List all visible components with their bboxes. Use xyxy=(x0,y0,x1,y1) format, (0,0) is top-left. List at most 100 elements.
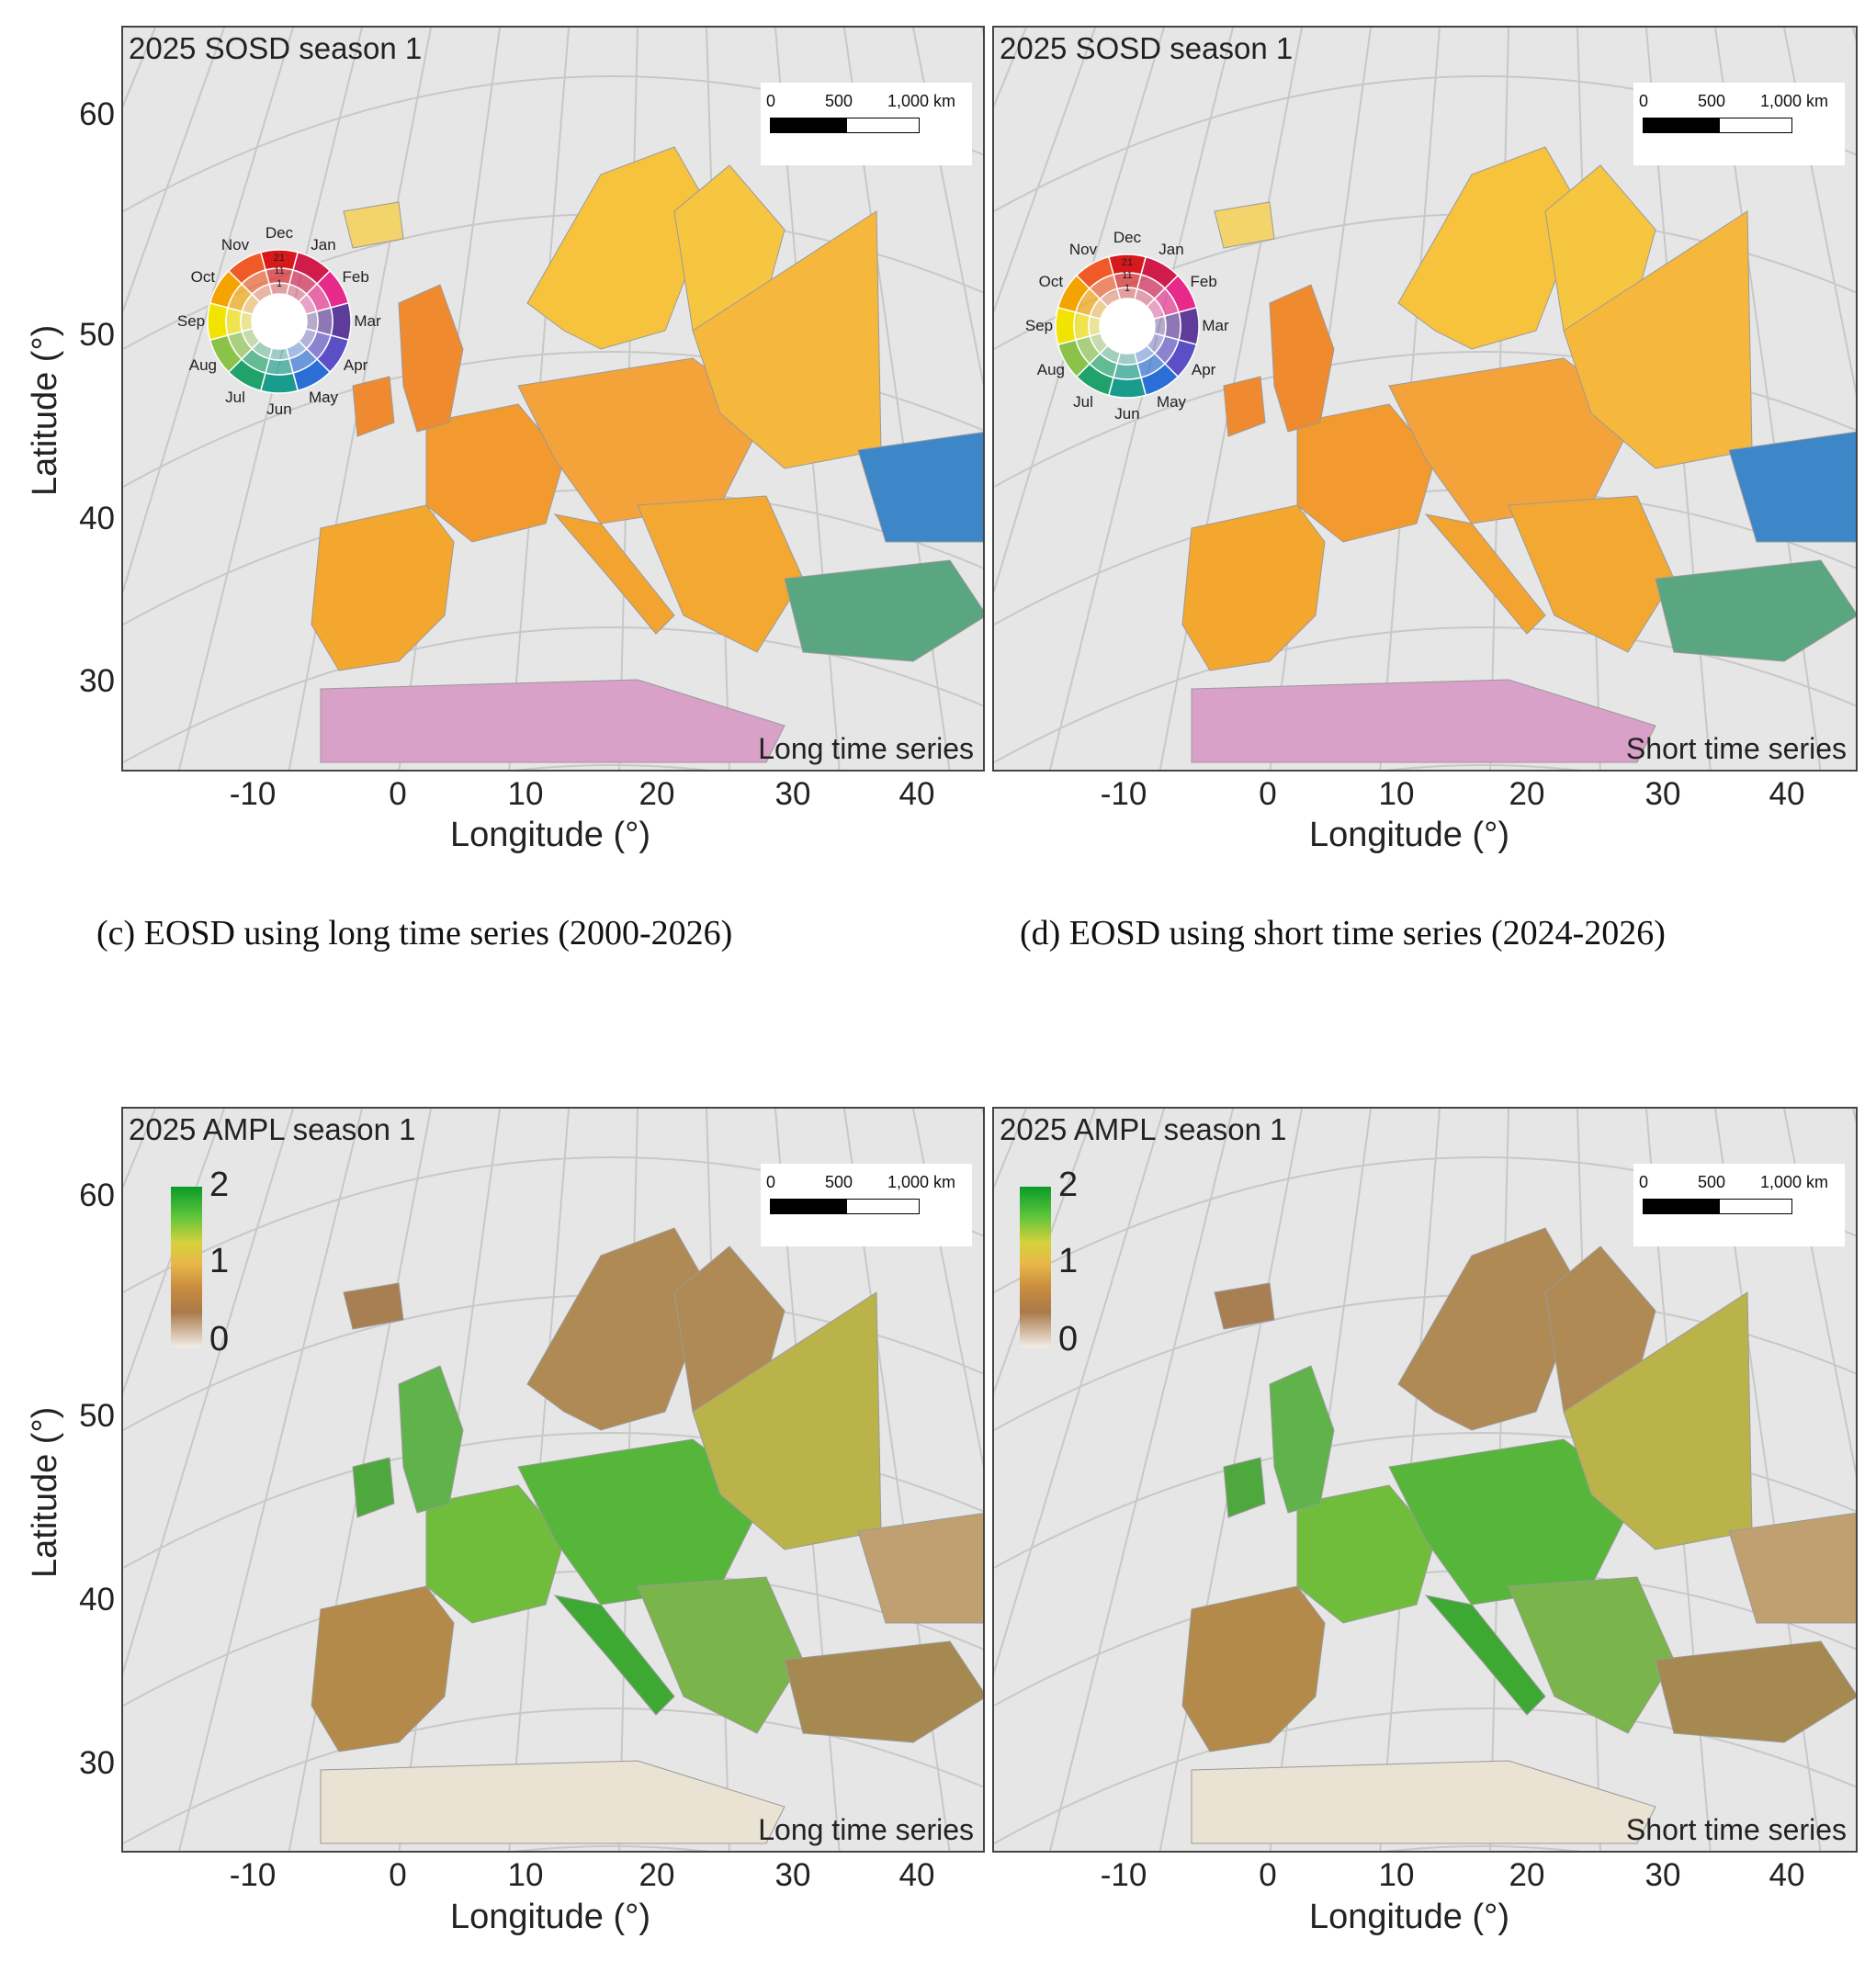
scale-label-0: 0 xyxy=(766,1173,776,1191)
scale-label-0: 0 xyxy=(1639,1173,1649,1191)
scale-label-500: 500 xyxy=(1698,92,1726,110)
land-region-iceland xyxy=(343,201,404,249)
season-wheel-legend: 21 11 1 Dec Jan Feb Mar Apr May Jun Jul Aug Sep Oct No… xyxy=(1022,220,1233,432)
xtick: 40 xyxy=(1769,1857,1805,1893)
wheel-ring-label: 11 xyxy=(274,265,284,276)
scale-label-1000: 1,000 km xyxy=(1760,92,1829,110)
ytick-60: 60 xyxy=(79,1178,115,1213)
wheel-month-label: Apr xyxy=(343,356,368,374)
xtick: 30 xyxy=(1644,776,1681,812)
land-region-northafrica xyxy=(320,679,785,763)
land-region-iberia xyxy=(311,504,455,671)
land-region-turkey xyxy=(784,1640,983,1743)
season-wheel-legend: 21 11 1 Dec Jan Feb Mar Apr May Jun Jul Aug Sep Oct No… xyxy=(174,216,385,427)
scale-bar-black xyxy=(770,1199,847,1214)
wheel-ring-label: 1 xyxy=(277,278,282,289)
land-region-iceland xyxy=(343,1282,404,1330)
land-region-iceland xyxy=(1214,1282,1275,1330)
ylabel-bottom: Latitude (°) xyxy=(26,1406,64,1578)
graticule-meridian xyxy=(123,1109,294,1675)
xlabel-bottom-right: Longitude (°) xyxy=(1309,1898,1509,1936)
wheel-month-label: Mar xyxy=(354,312,381,330)
xtick: 30 xyxy=(1644,1857,1681,1893)
panel-title: 2025 AMPL season 1 xyxy=(1000,1112,1287,1146)
wheel-segment-sep xyxy=(225,307,243,336)
land-region-eastern xyxy=(692,210,882,469)
wheel-month-label: Aug xyxy=(1036,361,1065,378)
land-region-turkey xyxy=(1655,559,1856,662)
ampl-colorbar xyxy=(1020,1187,1051,1347)
ytick-40: 40 xyxy=(79,501,115,536)
land-region-uk xyxy=(398,1365,464,1514)
wheel-month-label: Apr xyxy=(1191,361,1216,378)
xtick: 10 xyxy=(1378,1857,1415,1893)
land-region-uk xyxy=(1269,284,1335,433)
ytick-40: 40 xyxy=(79,1582,115,1617)
land-region-uk xyxy=(1269,1365,1335,1514)
colorbar-tick-1: 1 xyxy=(209,1242,230,1280)
xtick: 20 xyxy=(1509,776,1545,812)
xtick: 20 xyxy=(639,1857,675,1893)
scale-label-1000: 1,000 km xyxy=(1760,1173,1829,1191)
wheel-segment-jun xyxy=(259,372,299,394)
graticule-meridian xyxy=(1048,1109,1234,1851)
graticule-meridian xyxy=(123,28,225,313)
graticule-parallel xyxy=(994,1707,1856,1844)
land-region-turkey xyxy=(784,559,983,662)
graticule-meridian xyxy=(1048,28,1234,770)
wheel-month-label: Sep xyxy=(176,312,206,330)
wheel-ring-label: 11 xyxy=(1122,270,1132,281)
wheel-ring-label: 1 xyxy=(1124,283,1130,294)
wheel-segment-mar xyxy=(330,301,352,342)
ytick-50: 50 xyxy=(79,317,115,353)
graticule-parallel xyxy=(994,1570,1856,1707)
land-region-iberia xyxy=(1181,1585,1326,1753)
xlabel-bottom-left: Longitude (°) xyxy=(450,1898,650,1936)
graticule-meridian xyxy=(177,28,363,770)
xtick: 0 xyxy=(389,1857,407,1893)
ylabel-top: Latitude (°) xyxy=(26,324,64,496)
wheel-segment-sep xyxy=(207,301,229,342)
scale-bar: 0 500 1,000 km xyxy=(1633,83,1845,165)
scale-label-500: 500 xyxy=(825,92,853,110)
scale-label-500: 500 xyxy=(825,1173,853,1191)
map-panel-sosd-long: 2025 SOSD season 1 Long time series 0 50… xyxy=(121,26,985,772)
xtick: 20 xyxy=(1509,1857,1545,1893)
scale-label-500: 500 xyxy=(1698,1173,1726,1191)
scale-label-0: 0 xyxy=(1639,92,1649,110)
graticule-meridian xyxy=(123,28,294,594)
xtick: 10 xyxy=(507,776,544,812)
xtick: 30 xyxy=(774,776,811,812)
wheel-month-label: Jun xyxy=(1114,405,1140,423)
xtick: 10 xyxy=(507,1857,544,1893)
land-region-italy xyxy=(553,513,675,635)
scale-bar-white xyxy=(1719,118,1792,133)
land-region-balkans xyxy=(1508,1576,1675,1734)
wheel-month-label: Dec xyxy=(1113,229,1142,246)
land-region-eastern xyxy=(1563,1291,1753,1550)
wheel-month-label: Sep xyxy=(1024,317,1054,334)
land-region-ireland xyxy=(352,376,395,437)
land-region-northafrica xyxy=(1191,679,1656,763)
land-region-italy xyxy=(1424,513,1546,635)
graticule-parallel xyxy=(123,626,983,763)
wheel-ring-label: 21 xyxy=(274,253,285,264)
panel-tag: Short time series xyxy=(1625,732,1847,765)
xtick: 20 xyxy=(639,776,675,812)
map-ampl-long xyxy=(123,1109,983,1851)
graticule-parallel xyxy=(123,1707,983,1844)
wheel-segment-jun xyxy=(265,357,294,376)
scale-bar-black xyxy=(770,118,847,133)
panel-title: 2025 SOSD season 1 xyxy=(1000,31,1294,65)
graticule-meridian xyxy=(994,1109,1165,1675)
land-region-balkans xyxy=(1508,495,1675,653)
xtick: -10 xyxy=(229,776,277,812)
wheel-segment-sep xyxy=(1055,306,1077,346)
wheel-month-label: Jul xyxy=(225,389,245,407)
land-region-caucasus xyxy=(857,432,983,543)
land-region-france xyxy=(425,1484,565,1624)
map-panel-ampl-short: 2025 AMPL season 1 Short time series 0 5… xyxy=(992,1107,1858,1853)
graticule-parallel xyxy=(1385,764,1581,770)
panel-title: 2025 SOSD season 1 xyxy=(129,31,423,65)
